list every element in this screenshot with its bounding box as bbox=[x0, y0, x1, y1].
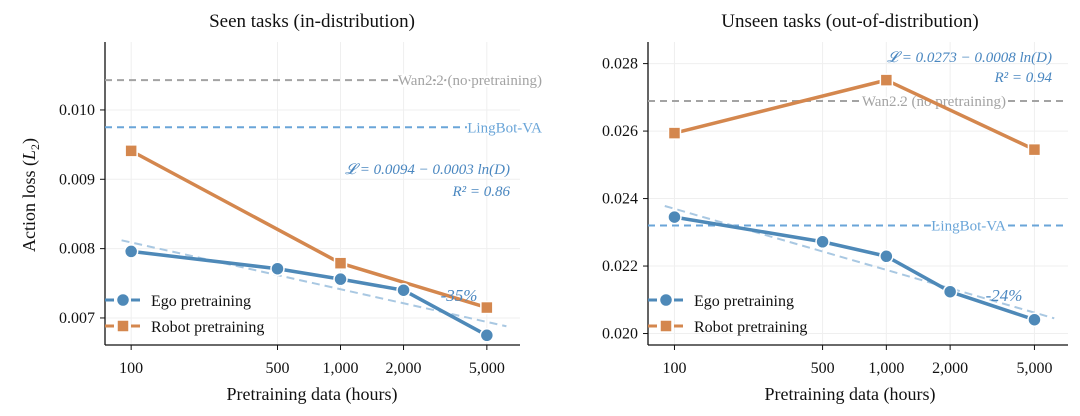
data-point-ego bbox=[815, 234, 830, 250]
improvement-label: -35% bbox=[441, 286, 478, 305]
reference-label-lingbot: LingBot-VA bbox=[467, 120, 542, 136]
data-point-robot bbox=[333, 256, 348, 270]
y-tick-label: 0.022 bbox=[602, 258, 638, 275]
legend-marker-ego bbox=[658, 292, 674, 308]
data-point-ego bbox=[123, 244, 139, 259]
plot-area: 100 500 1,000 2,000 5,000 0.007 0.008 0.009 0.01… bbox=[59, 42, 544, 377]
panel-unseen: 100 500 1,000 2,000 5,000 0.020 0.022 0.024 0.02… bbox=[602, 11, 1068, 405]
x-tick-label: 1,000 bbox=[323, 360, 359, 377]
data-point-robot bbox=[667, 126, 682, 140]
y-tick-label: 0.024 bbox=[602, 191, 638, 208]
y-tick-label: 0.028 bbox=[602, 56, 638, 73]
legend-marker-robot bbox=[116, 319, 130, 333]
panel-seen: 100 500 1,000 2,000 5,000 0.007 0.008 0.009 0.01… bbox=[19, 11, 544, 405]
legend-label-ego: Ego pretraining bbox=[694, 293, 794, 310]
x-tick-label: 500 bbox=[265, 360, 289, 377]
plot-area: 100 500 1,000 2,000 5,000 0.020 0.022 0.024 0.02… bbox=[602, 42, 1068, 377]
legend: Ego pretraining Robot pretraining bbox=[105, 292, 264, 336]
series-line-robot bbox=[672, 78, 1037, 152]
data-point-ego bbox=[479, 328, 495, 343]
data-point-ego bbox=[1027, 312, 1042, 327]
y-tick-label: 0.009 bbox=[59, 171, 95, 188]
fit-r-squared: R² = 0.86 bbox=[451, 184, 510, 200]
chart-title: Unseen tasks (out-of-distribution) bbox=[721, 11, 979, 32]
data-point-robot bbox=[480, 300, 494, 315]
fit-equation: 𝓛 = 0.0094 − 0.0003 ln(D) bbox=[345, 162, 510, 178]
data-point-ego bbox=[942, 284, 958, 299]
data-point-robot bbox=[879, 73, 894, 87]
data-point-ego bbox=[879, 249, 894, 264]
x-tick-label: 2,000 bbox=[386, 360, 422, 377]
x-axis-label: Pretraining data (hours) bbox=[765, 384, 936, 405]
y-tick-label: 0.007 bbox=[59, 310, 95, 327]
data-point-ego bbox=[270, 261, 285, 276]
reference-label-lingbot: LingBot-VA bbox=[931, 219, 1006, 235]
y-axis-label: Action loss (L2) bbox=[19, 138, 42, 252]
legend-label-robot: Robot pretraining bbox=[151, 319, 264, 336]
x-tick-label: 5,000 bbox=[469, 360, 505, 377]
x-tick-label: 100 bbox=[662, 360, 686, 377]
data-point-ego bbox=[333, 271, 348, 287]
x-tick-label: 500 bbox=[811, 360, 835, 377]
legend-label-ego: Ego pretraining bbox=[151, 293, 251, 310]
legend-label-robot: Robot pretraining bbox=[694, 319, 807, 336]
legend: Ego pretraining Robot pretraining bbox=[648, 292, 807, 336]
y-tick-label: 0.026 bbox=[602, 123, 638, 140]
legend-marker-ego bbox=[115, 292, 131, 308]
chart-title: Seen tasks (in-distribution) bbox=[209, 11, 415, 32]
legend-marker-robot bbox=[659, 319, 673, 333]
data-point-robot bbox=[124, 144, 138, 158]
x-tick-label: 100 bbox=[119, 360, 143, 377]
y-tick-label: 0.010 bbox=[59, 102, 95, 119]
y-tick-label: 0.008 bbox=[59, 241, 95, 258]
fit-r-squared: R² = 0.94 bbox=[993, 70, 1052, 86]
reference-label-wan: Wan2.2 (no pretraining) bbox=[398, 73, 542, 89]
fit-equation: 𝓛 = 0.0273 − 0.0008 ln(D) bbox=[887, 50, 1052, 66]
x-tick-label: 2,000 bbox=[932, 360, 968, 377]
x-tick-label: 1,000 bbox=[868, 360, 904, 377]
y-tick-label: 0.020 bbox=[602, 326, 638, 343]
x-tick-label: 5,000 bbox=[1016, 360, 1052, 377]
x-axis-label: Pretraining data (hours) bbox=[227, 384, 398, 405]
improvement-label: -24% bbox=[986, 286, 1023, 305]
data-point-ego bbox=[667, 209, 682, 225]
data-point-ego bbox=[396, 282, 411, 298]
data-point-robot bbox=[1027, 142, 1042, 157]
